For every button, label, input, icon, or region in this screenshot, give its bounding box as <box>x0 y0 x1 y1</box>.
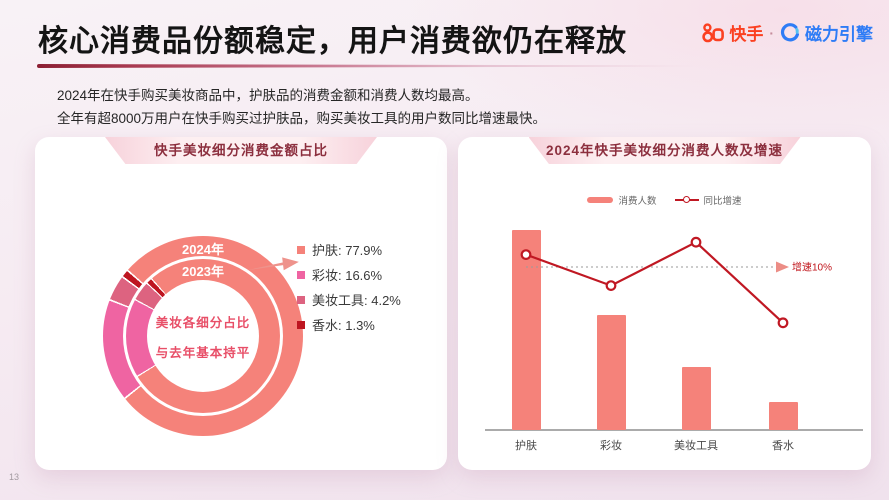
legend-label: 香水: 1.3% <box>312 318 375 333</box>
legend-label: 彩妆: 16.6% <box>312 268 383 283</box>
bar-series-swatch <box>587 197 614 203</box>
growth-point-香水 <box>777 317 789 329</box>
donut-chart-card: 快手美妆细分消费金额占比 美妆各细分占比 与去年基本持平 2024年 2023年… <box>35 137 447 470</box>
intro-line-1: 2024年在快手购买美妆商品中，护肤品的消费金额和消费人数均最高。 <box>57 88 479 103</box>
line-series-label: 同比增速 <box>703 196 742 207</box>
donut-ring-label-2023: 2023年 <box>182 264 224 279</box>
legend-label: 美妆工具: 4.2% <box>312 293 401 308</box>
brand-logos: 快手 · 磁力引擎 <box>702 20 873 45</box>
donut-legend-item: 护肤: 77.9% <box>297 237 401 262</box>
donut-legend-item: 香水: 1.3% <box>297 312 401 337</box>
growth-line <box>525 240 784 324</box>
bar-护肤 <box>511 230 541 430</box>
growth-point-彩妆 <box>605 280 617 292</box>
legend-swatch <box>297 295 305 304</box>
kuaishou-wordmark: 快手 <box>729 25 764 44</box>
donut-center: 美妆各细分占比 与去年基本持平 <box>147 280 259 392</box>
combo-chart-title: 2024年快手美妆细分消费人数及增速 <box>528 137 801 164</box>
donut-legend-arrow-icon <box>246 257 299 271</box>
x-tick-label: 护肤 <box>515 440 537 452</box>
x-axis-line <box>485 429 863 431</box>
donut-chart: 美妆各细分占比 与去年基本持平 2024年 2023年 <box>103 236 303 436</box>
legend-label: 护肤: 77.9% <box>312 243 383 258</box>
legend-swatch <box>297 270 305 279</box>
bar-彩妆 <box>596 315 626 430</box>
magnet-engine-icon <box>780 22 799 41</box>
intro-text: 2024年在快手购买美妆商品中，护肤品的消费金额和消费人数均最高。 全年有超80… <box>57 84 546 130</box>
x-tick-label: 彩妆 <box>600 440 622 452</box>
legend-item-line: 同比增速 <box>674 193 742 207</box>
magnet-engine-wordmark: 磁力引擎 <box>805 25 873 44</box>
page-number: 13 <box>9 472 20 482</box>
reference-arrow-icon <box>776 261 789 273</box>
intro-line-2: 全年有超8000万用户在快手购买过护肤品，购买美妆工具的用户数同比增速最快。 <box>57 111 547 126</box>
combo-legend: 消费人数 同比增速 <box>458 193 871 207</box>
combo-plot: 护肤 彩妆 美妆工具 香水 增速10% <box>458 137 871 470</box>
legend-swatch <box>297 245 305 254</box>
bar-香水 <box>768 402 798 430</box>
title-underline <box>37 64 699 68</box>
kuaishou-icon <box>702 22 725 42</box>
donut-legend-item: 美妆工具: 4.2% <box>297 287 401 312</box>
combo-chart-card: 2024年快手美妆细分消费人数及增速 消费人数 同比增速 护肤 彩妆 美妆工具 香水 增… <box>458 137 871 470</box>
legend-swatch <box>297 320 305 329</box>
growth-line-layer: 增速10% <box>520 236 832 329</box>
page-title: 核心消费品份额稳定，用户消费欲仍在释放 <box>38 25 627 58</box>
donut-center-line-1: 美妆各细分占比 <box>155 315 251 330</box>
x-tick-label: 美妆工具 <box>674 440 718 452</box>
donut-legend-item: 彩妆: 16.6% <box>297 262 401 287</box>
bar-series-label: 消费人数 <box>618 196 657 207</box>
growth-point-护肤 <box>520 249 532 260</box>
donut-chart-title: 快手美妆细分消费金额占比 <box>105 137 377 164</box>
bar-美妆工具 <box>681 367 711 430</box>
reference-line-label: 增速10% <box>792 261 832 274</box>
donut-legend: 护肤: 77.9% 彩妆: 16.6% 美妆工具: 4.2% 香水: 1.3% <box>297 237 401 337</box>
line-series-swatch <box>674 196 699 204</box>
growth-point-美妆工具 <box>690 236 702 248</box>
donut-ring-label-2024: 2024年 <box>182 242 224 257</box>
legend-item-bar: 消费人数 <box>587 193 657 207</box>
x-tick-label: 香水 <box>772 440 794 452</box>
donut-center-line-2: 与去年基本持平 <box>155 345 251 360</box>
brand-separator: · <box>769 24 774 41</box>
